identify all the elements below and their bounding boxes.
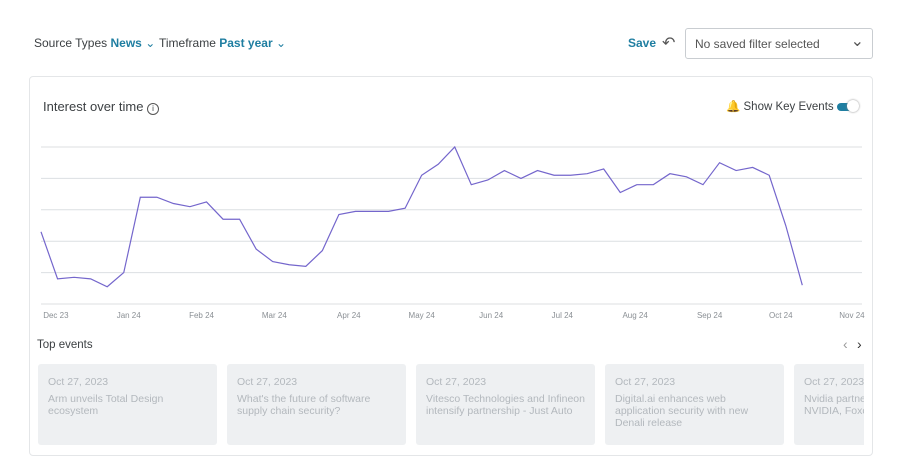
- key-events-toggle[interactable]: 🔔 Show Key Events: [726, 99, 859, 113]
- label: Show Key Events: [743, 101, 834, 113]
- timeframe-filter[interactable]: Timeframe Past year ⌄: [159, 36, 287, 50]
- panel: [29, 76, 873, 456]
- trend-line: [40, 145, 803, 288]
- label: Timeframe: [159, 36, 216, 50]
- label: Source Types: [34, 36, 108, 50]
- title: Interest over time: [43, 99, 144, 114]
- event-card[interactable]: Oct 27, 2023 What's the future of softwar…: [227, 364, 406, 445]
- next[interactable]: ›: [857, 336, 862, 352]
- x-tick-label: Jan 24: [117, 311, 142, 320]
- source-filter[interactable]: Source Types News ⌄: [34, 36, 156, 50]
- x-tick-label: Apr 24: [337, 311, 361, 320]
- event-title: Nvidia partners to build factories NVIDI…: [804, 393, 864, 417]
- event-card[interactable]: Oct 27, 2023 Nvidia partners to build fac…: [794, 364, 864, 445]
- section-title: Top events: [37, 339, 93, 351]
- event-date: Oct 27, 2023: [615, 376, 676, 388]
- x-tick-label: Aug 24: [622, 311, 648, 320]
- event-card[interactable]: Oct 27, 2023 Vitesco Technologies and Inf…: [416, 364, 595, 445]
- saved-filter-select[interactable]: No saved filter selected ⌄: [685, 28, 873, 59]
- value: Past year: [219, 36, 273, 50]
- x-tick-label: Jun 24: [479, 311, 504, 320]
- events: Oct 27, 2023 Arm unveils Total Design eco…: [38, 364, 864, 445]
- chart: Dec 23 Jan 24 Feb 24 Mar 24 Apr 24 May 24 Jun …: [40, 145, 865, 320]
- x-tick-label: Sep 24: [697, 311, 723, 320]
- x-tick-label: Dec 23: [43, 311, 69, 320]
- event-date: Oct 27, 2023: [48, 376, 109, 388]
- save-button[interactable]: Save: [628, 36, 657, 50]
- x-tick-label: Jul 24: [552, 311, 574, 320]
- event-title: Arm unveils Total Design ecosystem: [48, 393, 164, 417]
- x-tick-label: May 24: [409, 311, 436, 320]
- x-tick-label: Feb 24: [189, 311, 214, 320]
- event-title: What's the future of software supply cha…: [237, 393, 371, 417]
- undo-icon[interactable]: ↶: [662, 35, 676, 52]
- event-card[interactable]: Oct 27, 2023 Arm unveils Total Design eco…: [38, 364, 217, 445]
- panel-title: Interest over time i: [43, 99, 160, 115]
- prev[interactable]: ‹: [843, 336, 848, 352]
- event-date: Oct 27, 2023: [804, 376, 864, 388]
- x-tick-label: Mar 24: [262, 311, 287, 320]
- event-card[interactable]: Oct 27, 2023 Digital.ai enhances web appl…: [605, 364, 784, 445]
- event-date: Oct 27, 2023: [237, 376, 298, 388]
- x-tick-label: Oct 24: [769, 311, 793, 320]
- event-title: Digital.ai enhances web application secu…: [615, 393, 749, 429]
- value: News: [110, 36, 142, 50]
- event-title: Vitesco Technologies and Infineon intens…: [426, 393, 585, 417]
- select-text: No saved filter selected: [695, 37, 820, 51]
- x-tick-label: Nov 24: [839, 311, 865, 320]
- event-date: Oct 27, 2023: [426, 376, 487, 388]
